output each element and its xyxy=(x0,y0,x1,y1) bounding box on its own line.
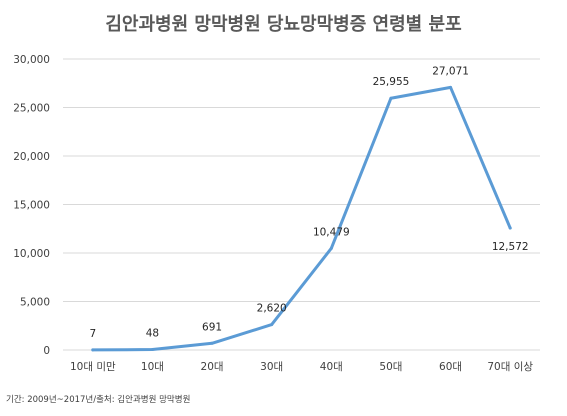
data-label: 10,479 xyxy=(313,226,350,238)
x-tick-label: 60대 xyxy=(439,361,462,373)
data-label: 7 xyxy=(89,328,96,340)
x-tick-label: 30대 xyxy=(260,361,283,373)
data-label: 2,620 xyxy=(257,303,287,315)
source-note: 기간: 2009년~2017년/출처: 김안과병원 망막병원 xyxy=(6,394,190,405)
data-point xyxy=(150,348,154,352)
x-tick-label: 50대 xyxy=(379,361,402,373)
y-tick-label: 30,000 xyxy=(13,54,50,66)
data-point xyxy=(91,348,95,352)
y-axis-tick-labels: 0 5,000 10,000 15,000 20,000 25,000 30,000 xyxy=(13,54,50,357)
x-tick-label: 10대 미만 xyxy=(70,361,116,373)
chart-title: 김안과병원 망막병원 당뇨망막병증 연령별 분포 xyxy=(105,14,461,35)
y-tick-label: 20,000 xyxy=(13,151,50,163)
y-tick-label: 15,000 xyxy=(13,200,50,212)
data-label: 48 xyxy=(146,328,159,340)
x-axis-tick-labels: 10대 미만 10대 20대 30대 40대 50대 60대 70대 이상 xyxy=(70,361,533,373)
series-line xyxy=(91,85,512,352)
y-tick-label: 25,000 xyxy=(13,103,50,115)
data-label: 27,071 xyxy=(432,65,469,77)
x-tick-label: 70대 이상 xyxy=(487,361,533,373)
data-point xyxy=(270,323,274,327)
data-point xyxy=(449,85,453,89)
data-point xyxy=(508,226,512,230)
y-tick-label: 10,000 xyxy=(13,248,50,260)
data-label: 691 xyxy=(202,321,222,333)
y-tick-label: 5,000 xyxy=(20,297,50,309)
data-point xyxy=(329,246,333,250)
data-point xyxy=(210,341,214,345)
x-tick-label: 10대 xyxy=(141,361,164,373)
data-label: 25,955 xyxy=(373,76,410,88)
gridlines xyxy=(63,58,540,351)
x-tick-label: 20대 xyxy=(201,361,224,373)
data-labels: 7 48 691 2,620 10,479 25,955 27,071 12,572 xyxy=(89,65,528,340)
data-point xyxy=(389,96,393,100)
y-tick-label: 0 xyxy=(43,345,50,357)
series-layer xyxy=(91,85,512,352)
x-tick-label: 40대 xyxy=(320,361,343,373)
data-label: 12,572 xyxy=(492,241,529,253)
